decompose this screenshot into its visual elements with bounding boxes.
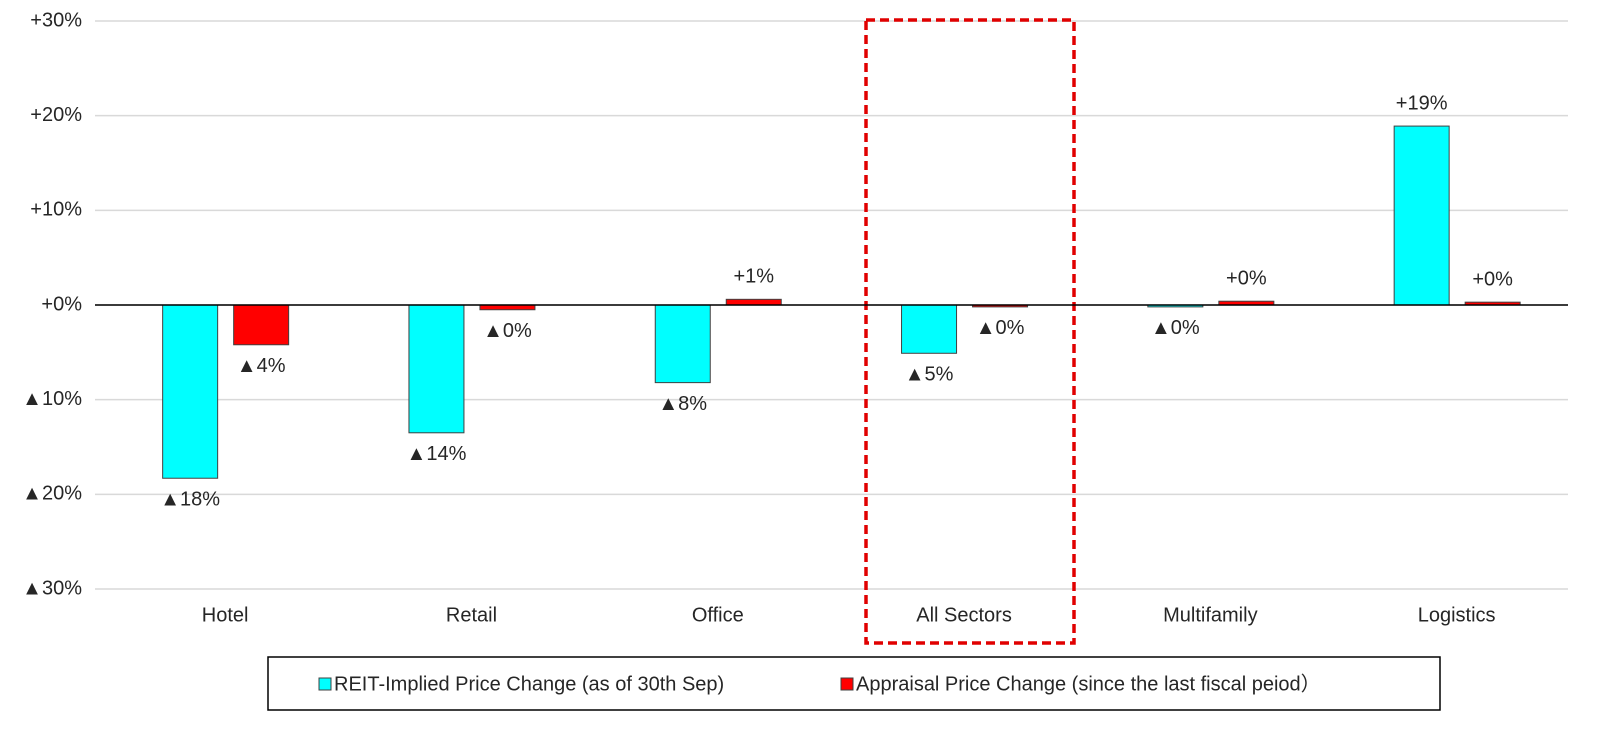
bar — [901, 304, 958, 354]
legend-swatch — [318, 677, 332, 691]
legend-label: REIT-Implied Price Change (as of 30th Se… — [334, 673, 724, 695]
y-tick-label: ▲30% — [22, 577, 82, 599]
bar — [725, 298, 782, 306]
bar — [162, 304, 219, 479]
bar — [233, 304, 290, 346]
value-label: +0% — [1226, 267, 1267, 289]
x-tick-label: Office — [692, 604, 744, 626]
value-label: ▲18% — [160, 489, 220, 511]
x-tick-label: Hotel — [202, 604, 249, 626]
y-tick-label: +10% — [30, 199, 82, 221]
value-label: +1% — [733, 266, 774, 288]
legend-label: Appraisal Price Change (since the last f… — [856, 672, 1321, 695]
y-tick-label: ▲10% — [22, 388, 82, 410]
value-label: ▲8% — [658, 393, 707, 415]
value-label: +19% — [1396, 92, 1448, 114]
y-tick-label: +30% — [30, 9, 82, 31]
highlight-box — [864, 18, 1076, 645]
y-tick-label: +0% — [41, 293, 82, 315]
x-tick-label: Retail — [446, 604, 497, 626]
bar — [1393, 125, 1450, 306]
value-label: ▲5% — [905, 364, 954, 386]
value-label: ▲0% — [976, 317, 1025, 339]
x-tick-label: All Sectors — [916, 604, 1012, 626]
bar — [408, 304, 465, 434]
value-label: ▲0% — [483, 320, 532, 342]
bar — [654, 304, 711, 384]
y-tick-label: +20% — [30, 104, 82, 126]
value-label: ▲0% — [1151, 317, 1200, 339]
y-tick-label: ▲20% — [22, 483, 82, 505]
value-label: ▲4% — [237, 355, 286, 377]
x-tick-label: Multifamily — [1163, 604, 1257, 626]
value-label: +0% — [1472, 268, 1513, 290]
legend-swatch — [840, 677, 854, 691]
legend-box — [267, 656, 1441, 711]
value-label: ▲14% — [407, 443, 467, 465]
x-tick-label: Logistics — [1418, 604, 1496, 626]
